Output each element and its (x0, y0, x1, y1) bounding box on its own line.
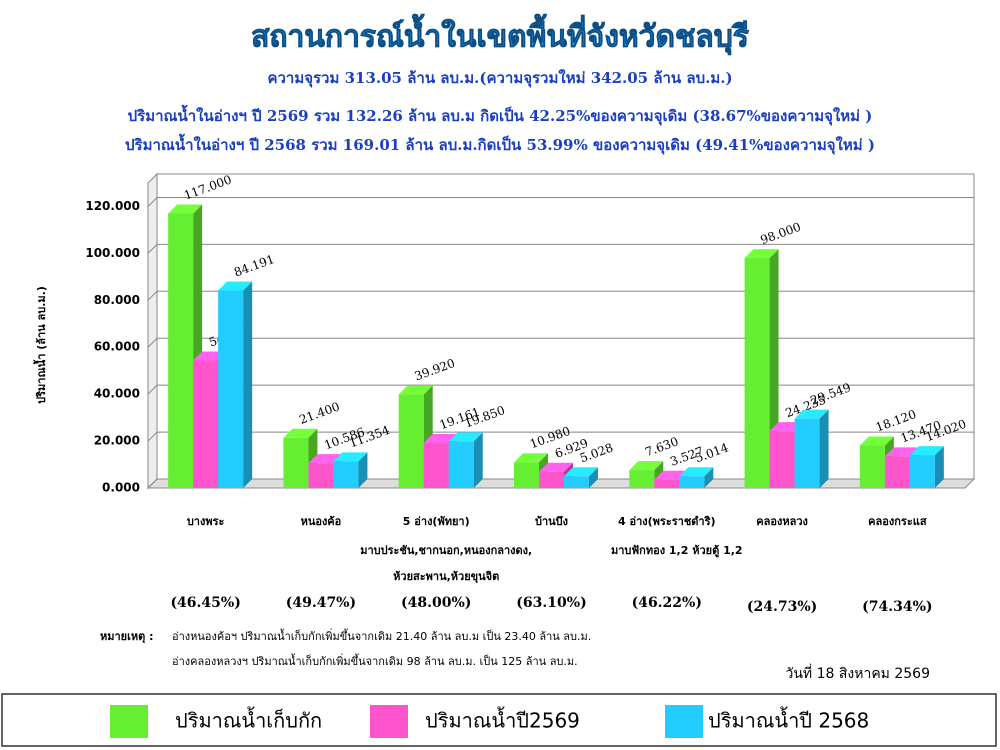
grid-line (147, 384, 974, 395)
category-percent: (24.73%) (747, 599, 817, 615)
legend-label: ปริมาณน้ำเก็บกัก (175, 707, 322, 733)
legend-box (1, 693, 997, 747)
bar-side (589, 467, 598, 488)
bar (884, 456, 910, 488)
category-percent: (49.47%) (286, 595, 356, 611)
bar-top (794, 409, 829, 419)
grid-line (147, 431, 974, 442)
bar (423, 443, 449, 488)
bar-side (819, 409, 829, 488)
x-tick-label: คลองกระแส (868, 515, 927, 528)
bar-top (564, 467, 598, 477)
notes-label: หมายเหตุ : (100, 630, 154, 644)
bar-side (934, 446, 944, 488)
category-percent: (46.45%) (170, 595, 240, 611)
category-percent: (48.00%) (401, 595, 471, 611)
bar-top (423, 434, 458, 444)
bar-top (629, 461, 664, 471)
bar-side (243, 281, 253, 488)
bar-top (168, 204, 203, 214)
bar (218, 290, 244, 488)
bar (654, 479, 680, 488)
bar (744, 258, 770, 488)
category-percent: (74.34%) (862, 599, 932, 615)
bar-top (398, 385, 433, 395)
bar (539, 471, 564, 488)
legend-label: ปริมาณน้ำปี 2568 (708, 707, 869, 733)
date: วันที่ 18 สิงหาคม 2569 (785, 664, 930, 682)
bar-top (679, 467, 714, 477)
y-tick-label: 40.000 (94, 387, 140, 401)
category-note: ห้วยสะพาน,ห้วยขุนจิต (393, 570, 499, 584)
category-note: มาบประชัน,ชากนอก,หนองกลางดง, (360, 544, 532, 557)
bar (514, 462, 539, 488)
grid-line (147, 337, 974, 348)
bar-top (744, 249, 779, 259)
subtitle: ปริมาณน้ำในอ่างฯ ปี 2569 รวม 132.26 ล้าน… (128, 104, 873, 126)
note: อ่างคลองหลวงฯ ปริมาณน้ำเก็บกักเพิ่มขึ้นจ… (172, 653, 578, 668)
bar-side (704, 467, 714, 488)
bar (333, 461, 359, 488)
x-tick-label: คลองหลวง (756, 515, 808, 528)
y-tick-label: 80.000 (94, 293, 140, 307)
bar (398, 394, 424, 488)
y-tick-label: 0.000 (102, 481, 140, 495)
bar (564, 476, 589, 488)
legend-swatch (665, 705, 703, 738)
legend-label: ปริมาณน้ำปี2569 (425, 707, 580, 733)
subtitle: ปริมาณน้ำในอ่างฯ ปี 2568 รวม 169.01 ล้าน… (125, 133, 875, 155)
y-tick-label: 20.000 (94, 434, 140, 448)
bar-top (514, 453, 548, 463)
y-tick-label: 60.000 (94, 340, 140, 354)
chart-title: สถานการณ์น้ำในเขตพื้นที่จังหวัดชลบุรี (251, 14, 749, 56)
category-percent: (46.22%) (632, 595, 702, 611)
x-tick-label: บางพระ (187, 515, 225, 528)
bar (168, 213, 194, 488)
bar-top (333, 452, 368, 462)
bar (769, 431, 795, 488)
legend-swatch (110, 705, 148, 738)
subtitle: ความจุรวม 313.05 ล้าน ลบ.ม.(ความจุรวมใหม… (267, 69, 732, 88)
grid-line (147, 196, 974, 207)
bar-top (884, 447, 919, 457)
bar-top (448, 432, 483, 442)
grid-line (147, 243, 974, 254)
category-note: มาบฟักทอง 1,2 ห้วยตู้ 1,2 (611, 544, 743, 558)
bar (448, 441, 474, 488)
bar-top (283, 428, 318, 438)
bar (629, 470, 655, 488)
bar (679, 476, 705, 488)
category-percent: (63.10%) (516, 595, 586, 611)
x-tick-label: หนองค้อ (301, 515, 342, 528)
bar-top (539, 462, 573, 472)
bar (193, 360, 219, 488)
side-wall (147, 172, 158, 490)
bar (859, 445, 885, 488)
grid-line (147, 290, 974, 301)
bar (283, 437, 309, 488)
bar-side (473, 432, 483, 488)
note: อ่างหนองค้อฯ ปริมาณน้ำเก็บกักเพิ่มขึ้นจา… (172, 628, 591, 643)
y-tick-label: 100.000 (85, 246, 140, 260)
legend-swatch (370, 705, 408, 738)
x-tick-label: 4 อ่าง(พระราชดำริ) (618, 515, 716, 528)
bar (794, 418, 820, 488)
y-axis-label: ปริมาณน้ำ (ล้าน ลบ.ม.) (33, 286, 48, 404)
bar-side (358, 452, 368, 488)
x-tick-label: 5 อ่าง(พัทยา) (403, 515, 470, 528)
bar-top (218, 281, 253, 291)
bar-top (859, 436, 894, 446)
bar (909, 455, 935, 488)
y-tick-label: 120.000 (85, 199, 140, 213)
x-tick-label: บ้านบึง (535, 515, 568, 528)
bar (308, 463, 334, 488)
bar-top (909, 446, 944, 456)
